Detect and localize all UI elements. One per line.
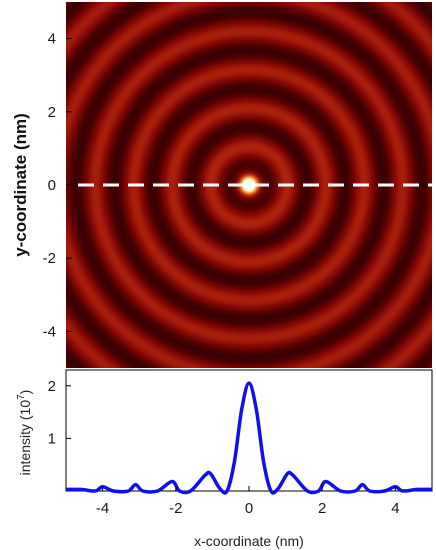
heatmap-y-axis-label: y-coordinate (nm) — [11, 113, 30, 257]
profile-x-axis-label: x-coordinate (nm) — [194, 533, 304, 549]
profile-x-tick-label: 2 — [318, 500, 326, 517]
profile-x-tick-label: 0 — [245, 500, 253, 517]
profile-y-axis-label: intensity (107) — [16, 390, 33, 476]
profile-x-tick-label: -2 — [169, 500, 182, 517]
profile-y-tick-label: 1 — [48, 430, 56, 447]
heatmap-panel: 4 2 0 -2 -4 y-coordinate (nm) — [11, 2, 432, 368]
heatmap-y-tick-label: 4 — [48, 31, 56, 48]
intensity-series-line — [65, 381, 433, 495]
profile-x-tick-label: 4 — [391, 500, 399, 517]
profile-panel: -4 -2 0 2 4 1 2 x-coordinate (nm) intensity (107… — [16, 369, 433, 549]
heatmap-y-tick-label: 2 — [48, 104, 56, 121]
heatmap-y-tick-label: 0 — [48, 177, 56, 194]
heatmap-y-tick-label: -4 — [43, 323, 56, 340]
profile-y-tick-label: 2 — [48, 378, 56, 395]
profile-plot-area — [65, 369, 433, 492]
heatmap-y-tick-label: -2 — [43, 250, 56, 267]
heatmap-image — [66, 2, 432, 368]
profile-x-tick-label: -4 — [96, 500, 109, 517]
